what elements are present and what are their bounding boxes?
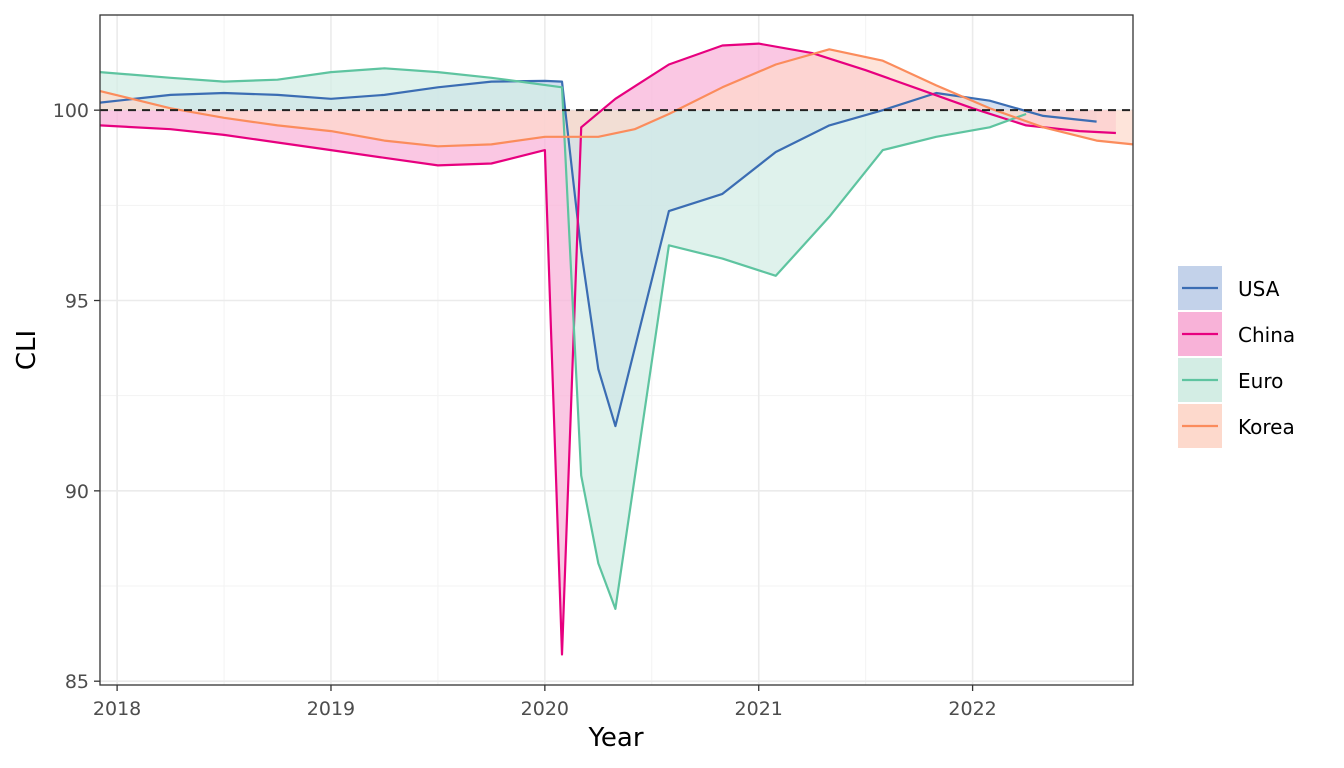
usa-legend-label: USA [1238, 277, 1280, 301]
y-axis: 85 90 95 100 [53, 100, 100, 693]
plot-border [99, 14, 1134, 686]
x-axis: 2018 2019 2020 2021 2022 [93, 685, 997, 720]
china-line [99, 42, 1116, 656]
korea-line [99, 48, 1134, 148]
y-tick-label: 85 [65, 671, 89, 693]
x-tick-label: 2021 [735, 698, 783, 720]
y-tick-label: 90 [65, 481, 89, 503]
legend: USA China Euro Korea [1178, 266, 1295, 448]
china-legend-label: China [1238, 323, 1295, 347]
y-tick-label: 95 [65, 291, 89, 313]
x-axis-title: Year [587, 723, 643, 753]
y-axis-title: CLI [12, 330, 42, 370]
euro-legend-label: Euro [1238, 369, 1283, 393]
usa-line [99, 79, 1097, 428]
x-tick-label: 2018 [93, 698, 141, 720]
y-tick-label: 100 [53, 100, 89, 122]
euro-line [99, 67, 1027, 611]
series-lines [99, 42, 1134, 656]
euro-ribbon [100, 68, 1027, 609]
x-tick-label: 2022 [948, 698, 996, 720]
x-tick-label: 2019 [307, 698, 355, 720]
x-tick-label: 2020 [521, 698, 569, 720]
korea-legend-label: Korea [1238, 415, 1295, 439]
